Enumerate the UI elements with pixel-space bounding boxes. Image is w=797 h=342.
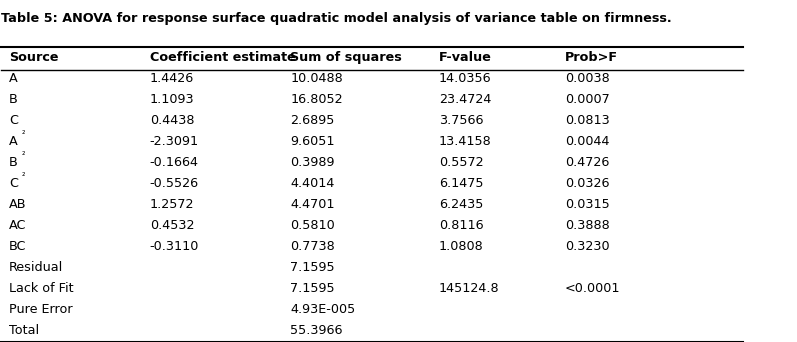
Text: 0.5810: 0.5810 xyxy=(290,219,336,232)
Text: AC: AC xyxy=(9,219,26,232)
Text: 0.0044: 0.0044 xyxy=(565,135,609,148)
Text: Sum of squares: Sum of squares xyxy=(290,51,402,64)
Text: 4.93E-005: 4.93E-005 xyxy=(290,303,355,316)
Text: C: C xyxy=(9,114,18,127)
Text: 0.7738: 0.7738 xyxy=(290,240,336,253)
Text: B: B xyxy=(9,156,18,169)
Text: -0.5526: -0.5526 xyxy=(150,177,198,190)
Text: A: A xyxy=(9,135,18,148)
Text: 4.4014: 4.4014 xyxy=(290,177,335,190)
Text: 0.3989: 0.3989 xyxy=(290,156,335,169)
Text: -2.3091: -2.3091 xyxy=(150,135,198,148)
Text: 2.6895: 2.6895 xyxy=(290,114,335,127)
Text: BC: BC xyxy=(9,240,26,253)
Text: 1.0808: 1.0808 xyxy=(438,240,484,253)
Text: F-value: F-value xyxy=(438,51,492,64)
Text: 7.1595: 7.1595 xyxy=(290,261,335,274)
Text: 1.1093: 1.1093 xyxy=(150,93,194,106)
Text: 0.5572: 0.5572 xyxy=(438,156,483,169)
Text: 0.0007: 0.0007 xyxy=(565,93,610,106)
Text: 0.8116: 0.8116 xyxy=(438,219,483,232)
Text: 55.3966: 55.3966 xyxy=(290,324,343,337)
Text: 0.0813: 0.0813 xyxy=(565,114,610,127)
Text: -0.3110: -0.3110 xyxy=(150,240,199,253)
Text: ²: ² xyxy=(22,130,25,139)
Text: 13.4158: 13.4158 xyxy=(438,135,492,148)
Text: A: A xyxy=(9,71,18,84)
Text: -0.1664: -0.1664 xyxy=(150,156,198,169)
Text: 145124.8: 145124.8 xyxy=(438,282,500,295)
Text: 4.4701: 4.4701 xyxy=(290,198,335,211)
Text: B: B xyxy=(9,93,18,106)
Text: 0.0315: 0.0315 xyxy=(565,198,610,211)
Text: C: C xyxy=(9,177,18,190)
Text: ²: ² xyxy=(22,151,25,160)
Text: Lack of Fit: Lack of Fit xyxy=(9,282,73,295)
Text: 1.2572: 1.2572 xyxy=(150,198,194,211)
Text: 10.0488: 10.0488 xyxy=(290,71,344,84)
Text: 0.0038: 0.0038 xyxy=(565,71,610,84)
Text: 9.6051: 9.6051 xyxy=(290,135,335,148)
Text: ²: ² xyxy=(22,172,25,181)
Text: 14.0356: 14.0356 xyxy=(438,71,492,84)
Text: 16.8052: 16.8052 xyxy=(290,93,344,106)
Text: Coefficient estimate: Coefficient estimate xyxy=(150,51,296,64)
Text: 23.4724: 23.4724 xyxy=(438,93,491,106)
Text: 0.3888: 0.3888 xyxy=(565,219,610,232)
Text: 3.7566: 3.7566 xyxy=(438,114,483,127)
Text: 0.4532: 0.4532 xyxy=(150,219,194,232)
Text: Prob>F: Prob>F xyxy=(565,51,618,64)
Text: 0.0326: 0.0326 xyxy=(565,177,609,190)
Text: AB: AB xyxy=(9,198,26,211)
Text: Residual: Residual xyxy=(9,261,63,274)
Text: 0.3230: 0.3230 xyxy=(565,240,610,253)
Text: 0.4438: 0.4438 xyxy=(150,114,194,127)
Text: 0.4726: 0.4726 xyxy=(565,156,609,169)
Text: 1.4426: 1.4426 xyxy=(150,71,194,84)
Text: Source: Source xyxy=(9,51,58,64)
Text: 6.1475: 6.1475 xyxy=(438,177,483,190)
Text: Total: Total xyxy=(9,324,39,337)
Text: Pure Error: Pure Error xyxy=(9,303,73,316)
Text: 7.1595: 7.1595 xyxy=(290,282,335,295)
Text: <0.0001: <0.0001 xyxy=(565,282,620,295)
Text: 6.2435: 6.2435 xyxy=(438,198,483,211)
Text: Table 5: ANOVA for response surface quadratic model analysis of variance table o: Table 5: ANOVA for response surface quad… xyxy=(2,12,672,25)
